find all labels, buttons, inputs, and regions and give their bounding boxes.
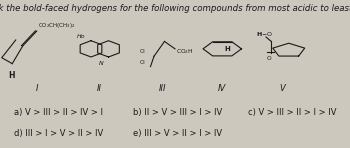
Text: $\bf{H}$: $\bf{H}$ [224,44,231,53]
Text: IV: IV [218,84,226,93]
Text: Cl: Cl [140,60,145,65]
Text: $\bf{H}$$\rm{-O}$: $\bf{H}$$\rm{-O}$ [256,30,273,38]
Text: $\bf{H}$: $\bf{H}$ [8,69,16,79]
Text: b) II > V > III > I > IV: b) II > V > III > I > IV [133,108,222,117]
Text: 8.  Rank the bold-faced hydrogens for the following compounds from most acidic t: 8. Rank the bold-faced hydrogens for the… [0,4,350,13]
Text: I: I [35,84,38,93]
Text: a) V > III > II > IV > I: a) V > III > II > IV > I [14,108,103,117]
Text: Cl: Cl [140,49,145,54]
Text: $\mathregular{CO_2H}$: $\mathregular{CO_2H}$ [176,47,193,56]
Text: V: V [279,84,285,93]
Text: III: III [159,84,167,93]
Text: Ho: Ho [77,34,86,39]
Text: c) V > III > II > I > IV: c) V > III > II > I > IV [248,108,337,117]
Text: d) III > I > V > II > IV: d) III > I > V > II > IV [14,129,103,138]
Text: N: N [99,61,104,66]
Text: $\mathregular{CO_2CH(CH_3)_2}$: $\mathregular{CO_2CH(CH_3)_2}$ [38,21,76,30]
Text: II: II [97,84,102,93]
Text: O: O [266,56,271,61]
Text: e) III > V > II > I > IV: e) III > V > II > I > IV [133,129,222,138]
